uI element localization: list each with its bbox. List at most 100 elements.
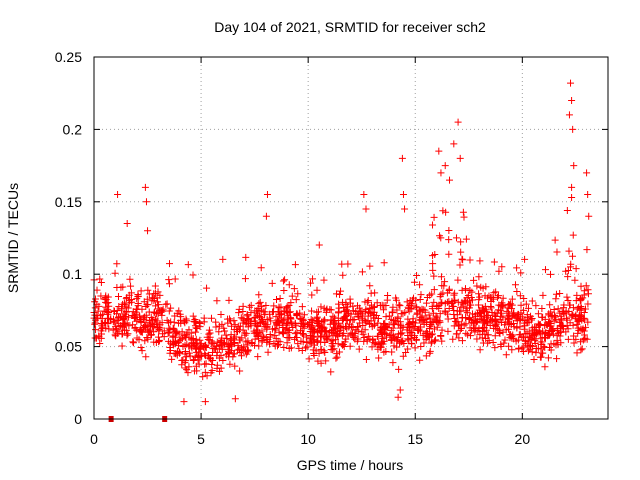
data-point xyxy=(505,342,513,350)
data-point xyxy=(467,301,475,309)
data-point xyxy=(255,300,263,308)
data-point xyxy=(335,308,343,316)
data-point xyxy=(524,347,532,355)
data-point xyxy=(337,324,345,332)
data-point xyxy=(430,309,438,317)
data-point xyxy=(335,300,343,308)
data-point xyxy=(585,212,593,220)
data-point xyxy=(281,276,289,284)
data-point xyxy=(347,330,355,338)
data-point xyxy=(320,276,328,284)
data-point xyxy=(165,337,173,345)
data-point xyxy=(441,162,449,170)
data-point xyxy=(347,323,355,331)
data-point xyxy=(541,363,549,371)
data-point xyxy=(374,332,382,340)
data-point xyxy=(429,266,437,274)
data-point xyxy=(205,351,213,359)
data-point xyxy=(362,356,370,364)
data-point xyxy=(180,398,188,406)
data-point xyxy=(157,308,165,316)
data-point xyxy=(335,304,343,312)
data-point xyxy=(309,275,317,283)
data-point xyxy=(322,357,330,365)
data-point xyxy=(239,326,247,334)
data-point xyxy=(492,288,500,296)
data-point xyxy=(333,350,341,358)
data-point xyxy=(532,324,540,332)
data-point xyxy=(105,308,113,316)
data-point xyxy=(185,326,193,334)
data-point xyxy=(103,299,111,307)
data-point xyxy=(539,349,547,357)
data-point xyxy=(382,313,390,321)
data-point xyxy=(521,330,529,338)
data-point xyxy=(548,327,556,335)
data-point xyxy=(273,296,281,304)
data-point xyxy=(137,328,145,336)
data-point xyxy=(394,314,402,322)
data-point xyxy=(149,316,157,324)
data-point xyxy=(436,293,444,301)
data-point xyxy=(564,273,572,281)
data-point xyxy=(499,294,507,302)
data-point xyxy=(455,334,463,342)
data-point xyxy=(151,282,159,290)
data-point xyxy=(473,335,481,343)
data-point xyxy=(362,205,370,213)
data-point xyxy=(263,315,271,323)
data-point xyxy=(170,339,178,347)
data-point xyxy=(459,256,467,264)
data-point xyxy=(382,322,390,330)
data-point xyxy=(573,349,581,357)
data-point xyxy=(91,320,99,328)
data-point xyxy=(338,260,346,268)
data-point xyxy=(275,304,283,312)
data-point xyxy=(167,346,175,354)
data-point xyxy=(202,360,210,368)
data-point xyxy=(92,326,100,334)
data-point xyxy=(332,336,340,344)
data-point xyxy=(484,339,492,347)
data-point xyxy=(305,355,313,363)
data-point xyxy=(92,295,100,303)
y-tick-label: 0 xyxy=(74,411,82,427)
data-point xyxy=(317,359,325,367)
data-point xyxy=(462,320,470,328)
data-point xyxy=(475,290,483,298)
data-point xyxy=(111,269,119,277)
data-point xyxy=(475,296,483,304)
data-point xyxy=(468,326,476,334)
data-point xyxy=(236,336,244,344)
data-point xyxy=(158,319,166,327)
data-point xyxy=(382,330,390,338)
data-point xyxy=(562,328,570,336)
data-point xyxy=(191,353,199,361)
data-point xyxy=(576,311,584,319)
data-point xyxy=(388,308,396,316)
data-point xyxy=(352,326,360,334)
data-point xyxy=(166,326,174,334)
data-point xyxy=(219,255,227,263)
data-point xyxy=(185,342,193,350)
data-point xyxy=(538,334,546,342)
data-point xyxy=(430,298,438,306)
data-point xyxy=(328,340,336,348)
data-point xyxy=(280,343,288,351)
data-point xyxy=(129,308,137,316)
data-point xyxy=(530,356,538,364)
data-point xyxy=(523,342,531,350)
x-tick-label: 5 xyxy=(197,431,205,447)
data-point xyxy=(544,331,552,339)
data-point xyxy=(114,191,122,199)
data-point xyxy=(339,298,347,306)
data-point xyxy=(341,313,349,321)
data-point xyxy=(152,302,160,310)
data-point xyxy=(560,301,568,309)
data-point xyxy=(478,304,486,312)
data-point xyxy=(380,259,388,267)
data-point xyxy=(243,341,251,349)
data-point xyxy=(95,302,103,310)
